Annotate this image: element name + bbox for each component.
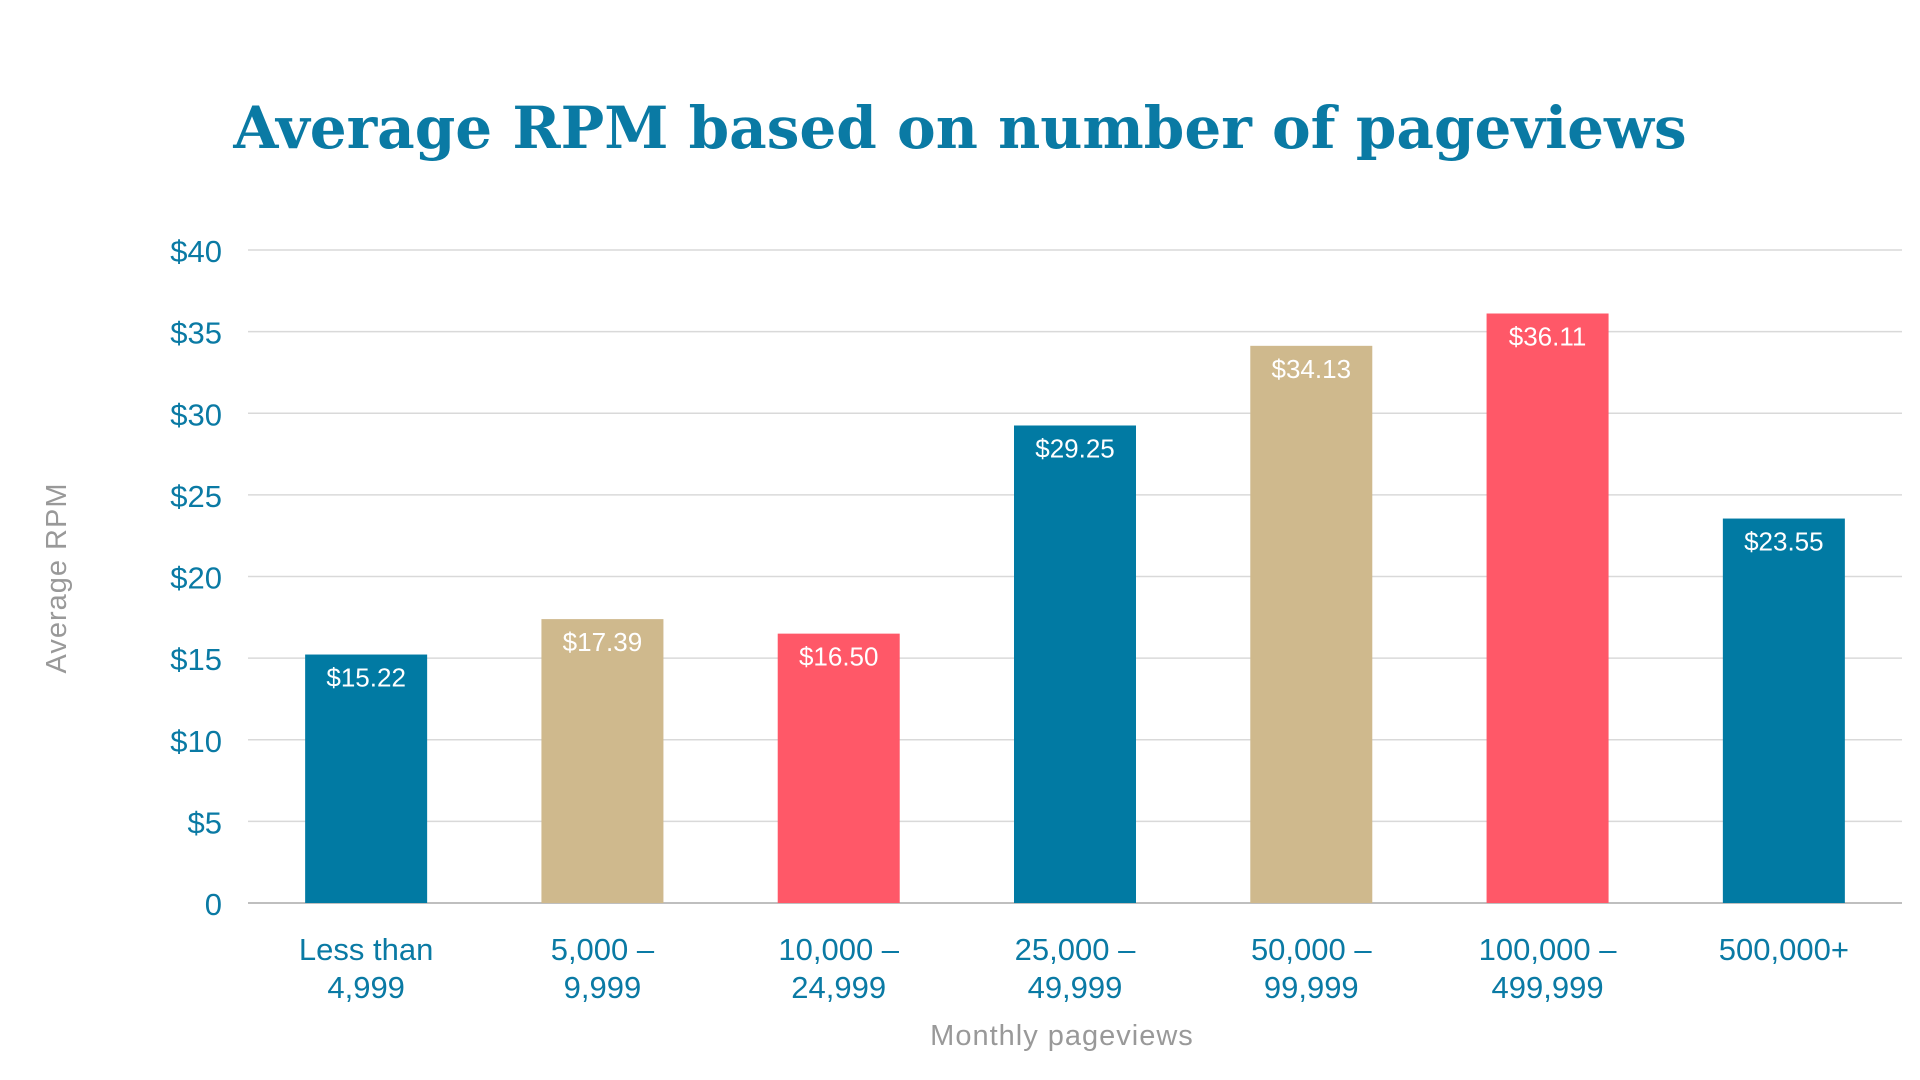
bar (1486, 313, 1609, 903)
chart-title: Average RPM based on number of pageviews (232, 94, 1686, 162)
data-label: $34.13 (1272, 354, 1352, 384)
data-label: $36.11 (1509, 322, 1587, 352)
y-tick-label: $40 (170, 234, 222, 269)
x-tick-label: 9,999 (564, 970, 642, 1005)
x-tick-label: 49,999 (1028, 970, 1123, 1005)
y-tick-label: $35 (170, 316, 222, 351)
y-tick-label: $10 (170, 724, 222, 759)
data-label: $23.55 (1744, 527, 1824, 557)
bars: $15.22 $17.39 $16.50 $29.25 $34.13 $36.11 $23.… (305, 313, 1845, 903)
x-tick-label: 50,000 – (1251, 932, 1372, 967)
y-tick-label: $5 (188, 805, 222, 840)
x-tick-label: 499,999 (1492, 970, 1604, 1005)
x-tick-label: Less than (299, 932, 433, 967)
y-tick-label: $30 (170, 397, 222, 432)
x-tick-label: 500,000+ (1719, 932, 1849, 967)
x-tick-label: 100,000 – (1479, 932, 1618, 967)
bar (1250, 345, 1373, 903)
data-label: $29.25 (1035, 433, 1115, 463)
bar (541, 619, 664, 903)
y-tick-label: 0 (205, 887, 222, 922)
bar (1722, 518, 1845, 903)
x-tick-label: 10,000 – (778, 932, 899, 967)
bar (777, 633, 900, 903)
x-tick-label: 99,999 (1264, 970, 1359, 1005)
y-tick-label: $15 (170, 642, 222, 677)
x-tick-label: 25,000 – (1015, 932, 1136, 967)
y-axis-ticks: 0 $5 $10 $15 $20 $25 $30 $35 $40 (170, 234, 222, 922)
data-label: $17.39 (563, 627, 643, 657)
data-label: $15.22 (326, 663, 406, 693)
x-tick-label: 4,999 (327, 970, 405, 1005)
x-tick-label: 24,999 (791, 970, 886, 1005)
bar (305, 654, 428, 903)
x-axis-label: Monthly pageviews (930, 1020, 1194, 1052)
x-tick-label: 5,000 – (551, 932, 655, 967)
y-tick-label: $20 (170, 561, 222, 596)
data-label: $16.50 (799, 642, 879, 672)
y-tick-label: $25 (170, 479, 222, 514)
bar (1014, 425, 1136, 903)
y-axis-label: Average RPM (41, 483, 73, 674)
